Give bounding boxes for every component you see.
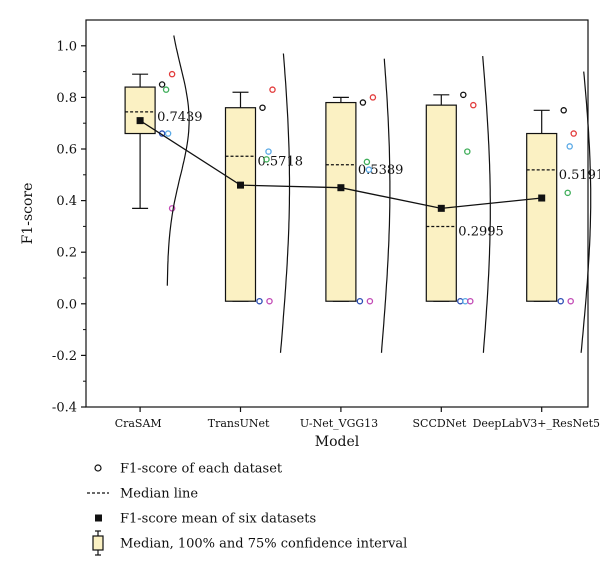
legend-square-icon: [95, 514, 102, 522]
median-value-label: 0.5191: [559, 168, 600, 183]
legend: F1-score of each dataset Median line F1-sc…: [87, 462, 407, 556]
distribution-curve: [380, 58, 391, 353]
box: [526, 132, 558, 302]
y-axis-title: F1-score: [20, 183, 36, 245]
box: [425, 104, 457, 302]
mean-marker: [538, 194, 546, 202]
mean-marker: [437, 204, 445, 212]
mean-marker: [337, 184, 345, 192]
dataset-point: [356, 297, 364, 305]
y-tick-label: 0.4: [56, 194, 77, 209]
legend-label: Median, 100% and 75% confidence interval: [120, 537, 407, 552]
y-tick-label: -0.4: [52, 401, 77, 416]
mean-marker: [136, 117, 144, 125]
x-axis-title: Model: [315, 434, 360, 450]
dataset-point: [359, 99, 367, 106]
y-tick-label: 0.0: [56, 297, 77, 312]
distribution-curve: [580, 71, 592, 353]
distribution-curve: [482, 56, 491, 353]
dataset-point: [560, 107, 567, 114]
dataset-point: [567, 297, 574, 305]
legend-label: F1-score mean of six datasets: [120, 512, 316, 527]
x-tick-label: U-Net_VGG13: [300, 417, 378, 430]
median-value-label: 0.5718: [258, 154, 304, 169]
dataset-point: [259, 104, 266, 111]
x-tick-label: TransUNet: [208, 417, 270, 430]
dataset-point: [460, 91, 467, 99]
dataset-point: [256, 297, 263, 305]
distribution-curve: [279, 53, 291, 353]
dataset-point: [467, 297, 474, 305]
dataset-point: [464, 148, 471, 155]
legend-circle-icon: [94, 464, 102, 472]
dataset-point: [162, 86, 170, 93]
median-value-label: 0.7439: [157, 110, 203, 125]
dataset-point: [566, 143, 573, 150]
dataset-point: [363, 158, 371, 166]
legend-label: F1-score of each dataset: [120, 462, 283, 477]
dataset-point: [570, 130, 577, 137]
x-tick-label: CraSAM: [115, 417, 162, 430]
legend-label: Median line: [120, 487, 198, 502]
box: [325, 101, 357, 302]
box: [224, 107, 257, 302]
dataset-point: [365, 166, 373, 173]
legend-box-icon: [92, 535, 104, 551]
x-tick-label: DeepLabV3+_ResNet50: [473, 417, 600, 430]
y-tick-label: 0.8: [56, 91, 77, 106]
dataset-point: [266, 297, 273, 305]
dataset-point: [366, 297, 374, 305]
dataset-point: [369, 94, 377, 101]
y-tick-label: 0.6: [56, 143, 77, 158]
plot-area: -0.4 -0.2 0.0 0.2 0.4 0.6 0.8 1.0 F1-score Model C…: [20, 19, 600, 450]
mean-marker: [237, 181, 244, 189]
x-tick-label: SCCDNet: [413, 417, 467, 430]
dataset-point: [263, 156, 270, 163]
distribution-curve: [166, 35, 190, 286]
dataset-point: [164, 130, 172, 137]
dataset-point: [269, 86, 276, 93]
median-value-label: 0.2995: [458, 225, 504, 240]
dataset-point: [557, 297, 564, 305]
box: [124, 86, 156, 135]
y-tick-label: 1.0: [56, 39, 77, 54]
dataset-point: [470, 101, 477, 109]
dataset-point: [168, 70, 176, 78]
dataset-point: [564, 189, 571, 197]
y-tick-label: 0.2: [56, 246, 77, 261]
dataset-point: [158, 81, 166, 88]
median-value-label: 0.5389: [358, 163, 404, 178]
y-tick-label: -0.2: [52, 349, 77, 364]
plot-frame: [85, 19, 589, 408]
dataset-point: [265, 148, 272, 155]
dataset-point: [168, 205, 176, 212]
